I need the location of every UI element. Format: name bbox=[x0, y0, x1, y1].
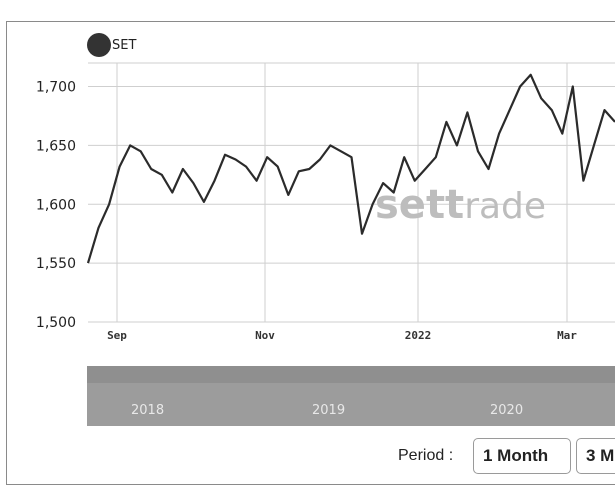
chart-frame bbox=[6, 21, 615, 485]
navigator-label-2019: 2019 bbox=[312, 403, 346, 418]
legend-label[interactable]: SET bbox=[112, 38, 137, 53]
y-tick-label: 1,500 bbox=[36, 315, 76, 331]
grid bbox=[88, 62, 615, 323]
y-tick-label: 1,650 bbox=[36, 138, 76, 154]
legend-marker-icon[interactable] bbox=[87, 33, 111, 57]
watermark-regular: rade bbox=[464, 186, 546, 227]
navigator-label-2018: 2018 bbox=[131, 403, 165, 418]
period-1-month-button[interactable]: 1 Month bbox=[473, 438, 571, 474]
x-tick-label: Sep bbox=[107, 329, 127, 342]
navigator-handle-bar[interactable] bbox=[87, 366, 615, 383]
y-tick-label: 1,550 bbox=[36, 256, 76, 272]
series-line-set bbox=[86, 73, 615, 264]
y-tick-label: 1,700 bbox=[36, 80, 76, 96]
y-axis: 1,500 1,550 1,600 1,650 1,700 bbox=[36, 80, 76, 331]
x-tick-label: 2022 bbox=[405, 329, 432, 342]
period-3-month-button[interactable]: 3 M bbox=[576, 438, 615, 474]
y-tick-label: 1,600 bbox=[36, 197, 76, 213]
watermark: settrade bbox=[375, 182, 546, 228]
navigator-label-2020: 2020 bbox=[490, 403, 524, 418]
x-tick-label: Nov bbox=[255, 329, 275, 342]
x-tick-label: Mar bbox=[557, 329, 577, 342]
x-axis: Sep Nov 2022 Mar bbox=[107, 329, 577, 342]
period-label: Period : bbox=[398, 447, 454, 464]
range-navigator[interactable]: 2018 2019 2020 bbox=[87, 366, 615, 426]
